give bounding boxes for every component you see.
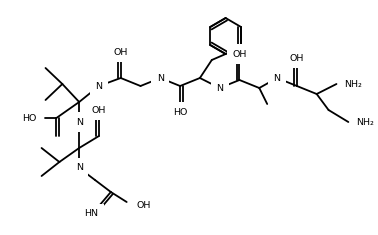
- Text: HN: HN: [84, 209, 98, 219]
- Text: OH: OH: [92, 106, 106, 114]
- Text: N: N: [76, 164, 83, 172]
- Text: OH: OH: [290, 54, 304, 63]
- Text: N: N: [157, 74, 164, 82]
- Text: N: N: [216, 83, 223, 93]
- Text: OH: OH: [113, 47, 128, 56]
- Text: OH: OH: [136, 201, 151, 211]
- Text: HO: HO: [22, 114, 37, 122]
- Text: N: N: [76, 118, 83, 126]
- Text: N: N: [274, 74, 280, 82]
- Text: N: N: [96, 82, 102, 90]
- Text: NH₂: NH₂: [356, 118, 374, 126]
- Text: NH₂: NH₂: [344, 79, 362, 89]
- Text: HO: HO: [173, 107, 187, 117]
- Text: OH: OH: [232, 50, 247, 59]
